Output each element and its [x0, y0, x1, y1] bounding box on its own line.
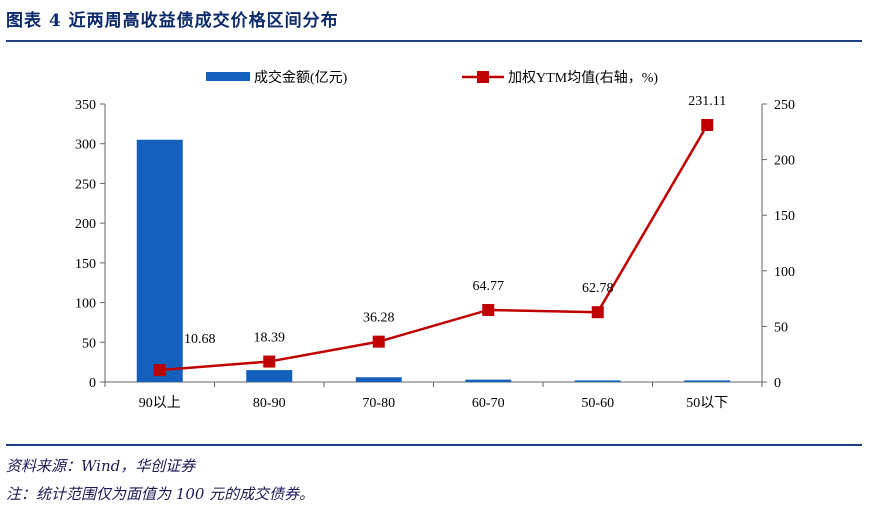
- line-point: [372, 335, 385, 348]
- data-label: 10.68: [184, 332, 216, 347]
- left-axis-tick-label: 100: [75, 297, 96, 312]
- legend-bar-swatch: [206, 72, 250, 81]
- left-axis-tick-label: 200: [75, 217, 96, 232]
- left-axis-tick-label: 150: [75, 257, 96, 272]
- footnote: 注：统计范围仅为面值为 100 元的成交债券。: [6, 485, 315, 503]
- right-axis-tick-label: 150: [774, 209, 795, 224]
- bar: [136, 139, 183, 382]
- left-axis-tick-label: 350: [75, 98, 96, 113]
- data-label: 62.78: [582, 281, 614, 296]
- left-axis-tick-label: 50: [82, 336, 96, 351]
- x-axis-tick-label: 90以上: [139, 395, 181, 411]
- line-point: [482, 303, 495, 316]
- legend-bar-label: 成交金额(亿元): [254, 69, 348, 86]
- line-point: [263, 355, 276, 368]
- data-label: 64.77: [473, 279, 505, 294]
- right-axis-tick-label: 200: [774, 154, 795, 169]
- bar: [574, 380, 621, 382]
- bar-series: [136, 139, 731, 382]
- legend-line-marker: [477, 71, 489, 83]
- axes: 0 50 100 150 200 250 300 350 0 50 100 150 200 250 90以上…: [75, 98, 795, 411]
- right-axis-tick-label: 250: [774, 98, 795, 113]
- bottom-divider: [6, 444, 862, 446]
- bar: [246, 370, 293, 382]
- right-axis-tick-label: 0: [774, 376, 781, 391]
- left-axis-tick-label: 250: [75, 177, 96, 192]
- bar: [355, 377, 402, 382]
- legend: 成交金额(亿元) 加权YTM均值(右轴，%): [206, 69, 658, 86]
- left-axis-tick-label: 300: [75, 138, 96, 153]
- x-axis-tick-label: 80-90: [253, 396, 286, 411]
- data-label: 18.39: [254, 331, 286, 346]
- chart-area: 成交金额(亿元) 加权YTM均值(右轴，%) 0 50 100 150 200 250 300…: [75, 69, 795, 411]
- x-axis-tick-label: 50-60: [581, 396, 614, 411]
- line-point: [701, 119, 714, 132]
- bar: [684, 380, 731, 382]
- left-axis-tick-label: 0: [89, 376, 96, 391]
- data-label: 36.28: [363, 311, 395, 326]
- line-series: 10.68 18.39 36.28 64.77 62.78 231.11: [153, 94, 726, 377]
- top-divider: [6, 40, 862, 42]
- x-axis-tick-label: 60-70: [472, 396, 505, 411]
- source-note: 资料来源：Wind，华创证券: [6, 457, 196, 475]
- report-header: 图表 4 近两周高收益债成交价格区间分布: [0, 0, 870, 40]
- right-axis-tick-label: 50: [774, 320, 788, 335]
- line-point: [153, 364, 166, 377]
- ytm-line: [159, 124, 709, 372]
- legend-line-label: 加权YTM均值(右轴，%): [508, 70, 658, 86]
- right-axis-tick-label: 100: [774, 265, 795, 280]
- line-point: [591, 306, 604, 319]
- data-label: 231.11: [688, 94, 726, 109]
- bar: [465, 379, 512, 382]
- x-axis-tick-label: 70-80: [362, 396, 395, 411]
- x-axis-tick-label: 50以下: [686, 396, 728, 411]
- figure-title: 图表 4 近两周高收益债成交价格区间分布: [6, 11, 339, 31]
